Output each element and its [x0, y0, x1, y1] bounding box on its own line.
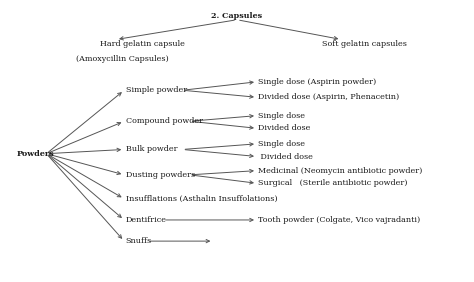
- Text: Divided dose: Divided dose: [258, 153, 313, 160]
- Text: Powders: Powders: [17, 150, 54, 158]
- Text: 2. Capsules: 2. Capsules: [211, 12, 263, 19]
- Text: Hard gelatin capsule: Hard gelatin capsule: [100, 40, 184, 48]
- Text: Snuffs: Snuffs: [126, 237, 152, 245]
- Text: Divided dose: Divided dose: [258, 124, 310, 132]
- Text: Single dose (Aspirin powder): Single dose (Aspirin powder): [258, 78, 376, 86]
- Text: Single dose: Single dose: [258, 112, 305, 120]
- Text: Tooth powder (Colgate, Vico vajradanti): Tooth powder (Colgate, Vico vajradanti): [258, 216, 420, 224]
- Text: Dusting powders: Dusting powders: [126, 171, 195, 179]
- Text: Soft gelatin capsules: Soft gelatin capsules: [322, 40, 407, 48]
- Text: Bulk powder: Bulk powder: [126, 146, 177, 153]
- Text: (Amoxycillin Capsules): (Amoxycillin Capsules): [76, 55, 169, 63]
- Text: Single dose: Single dose: [258, 140, 305, 148]
- Text: Insufflations (Asthalin Insuffolations): Insufflations (Asthalin Insuffolations): [126, 195, 277, 203]
- Text: Dentifrice: Dentifrice: [126, 216, 166, 224]
- Text: Simple powder: Simple powder: [126, 86, 187, 94]
- Text: Surgical   (Sterile antibiotic powder): Surgical (Sterile antibiotic powder): [258, 179, 408, 187]
- Text: Compound powder: Compound powder: [126, 117, 202, 125]
- Text: Divided dose (Aspirin, Phenacetin): Divided dose (Aspirin, Phenacetin): [258, 93, 400, 101]
- Text: Medicinal (Neomycin antibiotic powder): Medicinal (Neomycin antibiotic powder): [258, 167, 423, 175]
